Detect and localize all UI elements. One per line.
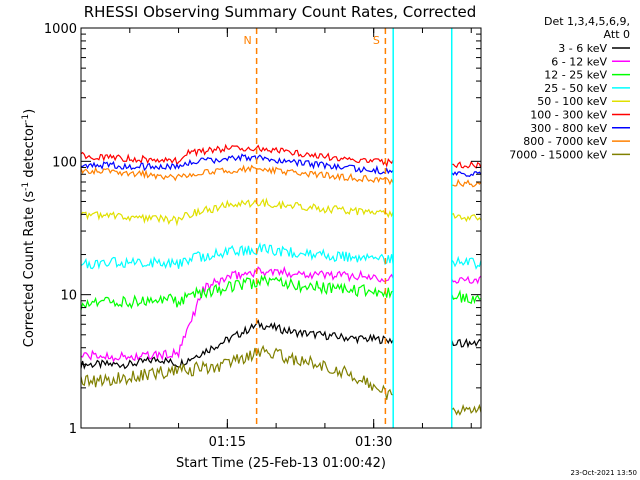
legend-label: 7000 - 15000 keV <box>509 148 607 161</box>
y-tick-label: 10 <box>60 289 77 304</box>
y-axis-label-superscript-1: -1 <box>21 182 31 191</box>
y-tick-label: 1 <box>69 422 77 437</box>
annotation-marker-label: N <box>243 34 251 47</box>
series-line <box>81 153 482 177</box>
series-line <box>80 265 482 363</box>
legend-label: 100 - 300 keV <box>530 109 607 122</box>
timestamp: 23-Oct-2021 13:50 <box>571 469 637 477</box>
y-axis-label-superscript-2: -1 <box>21 114 31 123</box>
y-axis-label-part-1: Corrected Count Rate (s <box>22 191 37 348</box>
series-line <box>80 274 482 311</box>
legend-label: 6 - 12 keV <box>551 55 607 68</box>
series-line <box>80 242 482 270</box>
y-axis-label: Corrected Count Rate (s-1 detector-1) <box>21 109 37 347</box>
x-axis-label: Start Time (25-Feb-13 01:00:42) <box>176 456 386 471</box>
x-tick-label: 01:15 <box>209 435 246 450</box>
legend-label: 50 - 100 keV <box>537 95 607 108</box>
y-tick-label: 100 <box>52 155 77 170</box>
y-tick-label: 1000 <box>44 22 77 37</box>
legend-header-line-2: Att 0 <box>604 28 630 41</box>
annotation-marker-label: S <box>373 34 380 47</box>
chart-title: RHESSI Observing Summary Count Rates, Co… <box>84 3 477 21</box>
x-axis: 01:15 01:30 <box>129 28 472 450</box>
legend-label: 12 - 25 keV <box>544 69 607 82</box>
legend-label: 800 - 7000 keV <box>523 135 607 148</box>
series-line <box>80 319 482 370</box>
legend-header-line-1: Det 1,3,4,5,6,9, <box>544 15 630 28</box>
legend-label: 3 - 6 keV <box>558 42 607 55</box>
legend-label: 25 - 50 keV <box>544 82 607 95</box>
series-line <box>80 164 482 188</box>
y-axis: 1 10 100 1000 <box>44 22 481 437</box>
legend-label: 300 - 800 keV <box>530 122 607 135</box>
series-line <box>80 197 482 227</box>
y-axis-label-part-2: detector <box>22 122 37 182</box>
series-line <box>80 344 482 416</box>
y-axis-label-part-3: ) <box>22 109 37 114</box>
plot-frame <box>80 27 482 429</box>
x-tick-label: 01:30 <box>355 435 392 450</box>
